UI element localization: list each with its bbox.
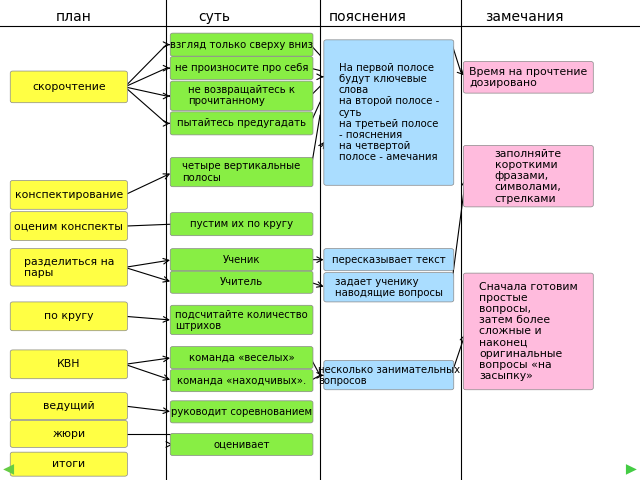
Text: разделиться на
пары: разделиться на пары (24, 257, 114, 278)
FancyBboxPatch shape (170, 81, 313, 110)
FancyBboxPatch shape (170, 213, 313, 236)
FancyBboxPatch shape (10, 420, 127, 447)
FancyBboxPatch shape (463, 145, 593, 207)
FancyBboxPatch shape (324, 249, 454, 271)
Text: задает ученику
наводящие вопросы: задает ученику наводящие вопросы (335, 276, 443, 298)
FancyBboxPatch shape (324, 40, 454, 185)
Text: пересказывает текст: пересказывает текст (332, 255, 445, 264)
FancyBboxPatch shape (463, 273, 593, 390)
Text: конспектирование: конспектирование (15, 190, 123, 200)
FancyBboxPatch shape (10, 350, 127, 379)
Text: На первой полосе
будут ключевые
слова
на второй полосе -
суть
на третьей полосе
: На первой полосе будут ключевые слова на… (339, 63, 439, 162)
FancyBboxPatch shape (170, 249, 313, 271)
Text: скорочтение: скорочтение (32, 82, 106, 92)
FancyBboxPatch shape (10, 71, 127, 103)
Text: не произносите про себя: не произносите про себя (175, 63, 308, 73)
FancyBboxPatch shape (170, 347, 313, 369)
Text: по кругу: по кругу (44, 312, 93, 321)
Text: пояснения: пояснения (329, 10, 407, 24)
Text: пустим их по кругу: пустим их по кругу (190, 219, 293, 229)
FancyBboxPatch shape (170, 33, 313, 56)
FancyBboxPatch shape (324, 273, 454, 302)
Text: подсчитайте количество
штрихов: подсчитайте количество штрихов (175, 309, 308, 331)
FancyBboxPatch shape (10, 302, 127, 331)
Text: замечания: замечания (486, 10, 564, 24)
FancyBboxPatch shape (170, 305, 313, 335)
Text: Ученик: Ученик (223, 255, 260, 264)
Text: Учитель: Учитель (220, 277, 263, 287)
Text: заполняйте
короткими
фразами,
символами,
стрелками: заполняйте короткими фразами, символами,… (495, 149, 562, 204)
Text: команда «находчивых».: команда «находчивых». (177, 376, 306, 385)
Text: ведущий: ведущий (43, 401, 95, 411)
Text: итоги: итоги (52, 459, 85, 469)
FancyBboxPatch shape (10, 249, 127, 286)
Text: руководит соревнованием: руководит соревнованием (171, 407, 312, 417)
FancyBboxPatch shape (10, 393, 127, 420)
Text: пытайтесь предугадать: пытайтесь предугадать (177, 119, 306, 128)
FancyBboxPatch shape (170, 401, 313, 423)
FancyBboxPatch shape (170, 57, 313, 80)
Text: команда «веселых»: команда «веселых» (189, 353, 294, 362)
Text: Время на прочтение
дозировано: Время на прочтение дозировано (469, 67, 588, 88)
FancyBboxPatch shape (170, 271, 313, 293)
FancyBboxPatch shape (170, 370, 313, 392)
Text: взгляд только сверху вниз: взгляд только сверху вниз (170, 40, 313, 49)
Text: Сначала готовим
простые
вопросы,
затем более
сложные и
наконец
оригинальные
вопр: Сначала готовим простые вопросы, затем б… (479, 282, 578, 381)
Text: оценивает: оценивает (213, 440, 270, 449)
Polygon shape (626, 464, 637, 475)
FancyBboxPatch shape (170, 157, 313, 187)
Polygon shape (3, 464, 14, 475)
FancyBboxPatch shape (10, 212, 127, 240)
Text: несколько занимательных
вопросов: несколько занимательных вопросов (317, 364, 460, 386)
FancyBboxPatch shape (324, 360, 454, 390)
Text: оценим конспекты: оценим конспекты (14, 221, 124, 231)
FancyBboxPatch shape (10, 180, 127, 209)
Text: жюри: жюри (52, 429, 85, 439)
Text: план: план (56, 10, 92, 24)
Text: четыре вертикальные
полосы: четыре вертикальные полосы (182, 161, 301, 183)
FancyBboxPatch shape (463, 61, 593, 93)
Text: не возвращайтесь к
прочитанному: не возвращайтесь к прочитанному (188, 85, 295, 107)
FancyBboxPatch shape (170, 112, 313, 135)
FancyBboxPatch shape (170, 433, 313, 456)
FancyBboxPatch shape (10, 452, 127, 476)
Text: КВН: КВН (57, 360, 81, 369)
Text: суть: суть (198, 10, 230, 24)
